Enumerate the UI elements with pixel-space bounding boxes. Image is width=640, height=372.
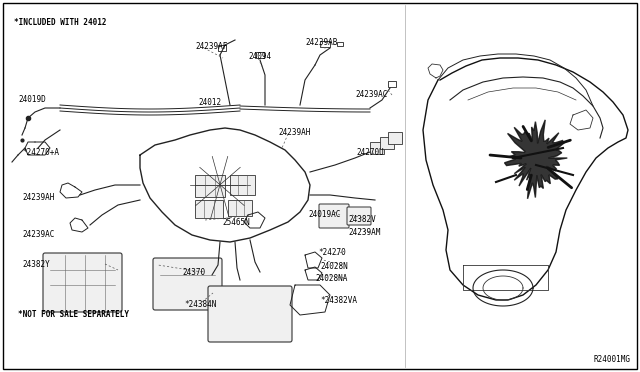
Bar: [195, 200, 223, 218]
Polygon shape: [504, 120, 567, 199]
FancyBboxPatch shape: [347, 207, 371, 225]
Text: 24239AH: 24239AH: [22, 193, 54, 202]
Text: 24239AB: 24239AB: [305, 38, 337, 47]
Bar: [320, 41, 330, 47]
Text: 24239AM: 24239AM: [348, 228, 380, 237]
Text: *24382VA: *24382VA: [320, 296, 357, 305]
Text: 24239AC: 24239AC: [22, 230, 54, 239]
FancyBboxPatch shape: [43, 253, 122, 312]
Text: 24239AH: 24239AH: [278, 128, 310, 137]
Text: R24001MG: R24001MG: [593, 355, 630, 364]
Text: *INCLUDED WITH 24012: *INCLUDED WITH 24012: [14, 18, 106, 27]
Text: 24370: 24370: [182, 268, 205, 277]
Bar: [256, 52, 264, 58]
FancyBboxPatch shape: [208, 286, 292, 342]
Text: 24239AF: 24239AF: [195, 42, 227, 51]
Text: 24382V: 24382V: [348, 215, 376, 224]
Bar: [228, 200, 252, 216]
Text: 24028NA: 24028NA: [315, 274, 348, 283]
Text: *NOT FOR SALE SEPARATELY: *NOT FOR SALE SEPARATELY: [18, 310, 129, 319]
Text: 24094: 24094: [248, 52, 271, 61]
Text: 24382Y: 24382Y: [22, 260, 50, 269]
Text: *24270: *24270: [318, 248, 346, 257]
Text: 24019AC: 24019AC: [308, 210, 340, 219]
Text: 24028N: 24028N: [320, 262, 348, 271]
Bar: [218, 45, 226, 51]
Bar: [388, 132, 402, 144]
Text: 24239AC: 24239AC: [355, 90, 387, 99]
Bar: [388, 81, 396, 87]
Bar: [230, 175, 255, 195]
Text: 24019D: 24019D: [18, 95, 45, 104]
Bar: [195, 175, 225, 197]
Text: 24012: 24012: [198, 98, 221, 107]
FancyBboxPatch shape: [153, 258, 222, 310]
Bar: [380, 137, 394, 149]
Text: *24270+A: *24270+A: [22, 148, 59, 157]
FancyBboxPatch shape: [319, 204, 349, 228]
Bar: [370, 142, 384, 154]
Text: 25465N: 25465N: [222, 218, 250, 227]
Text: *24384N: *24384N: [184, 300, 216, 309]
Bar: [337, 42, 343, 46]
Text: 24270U: 24270U: [356, 148, 384, 157]
